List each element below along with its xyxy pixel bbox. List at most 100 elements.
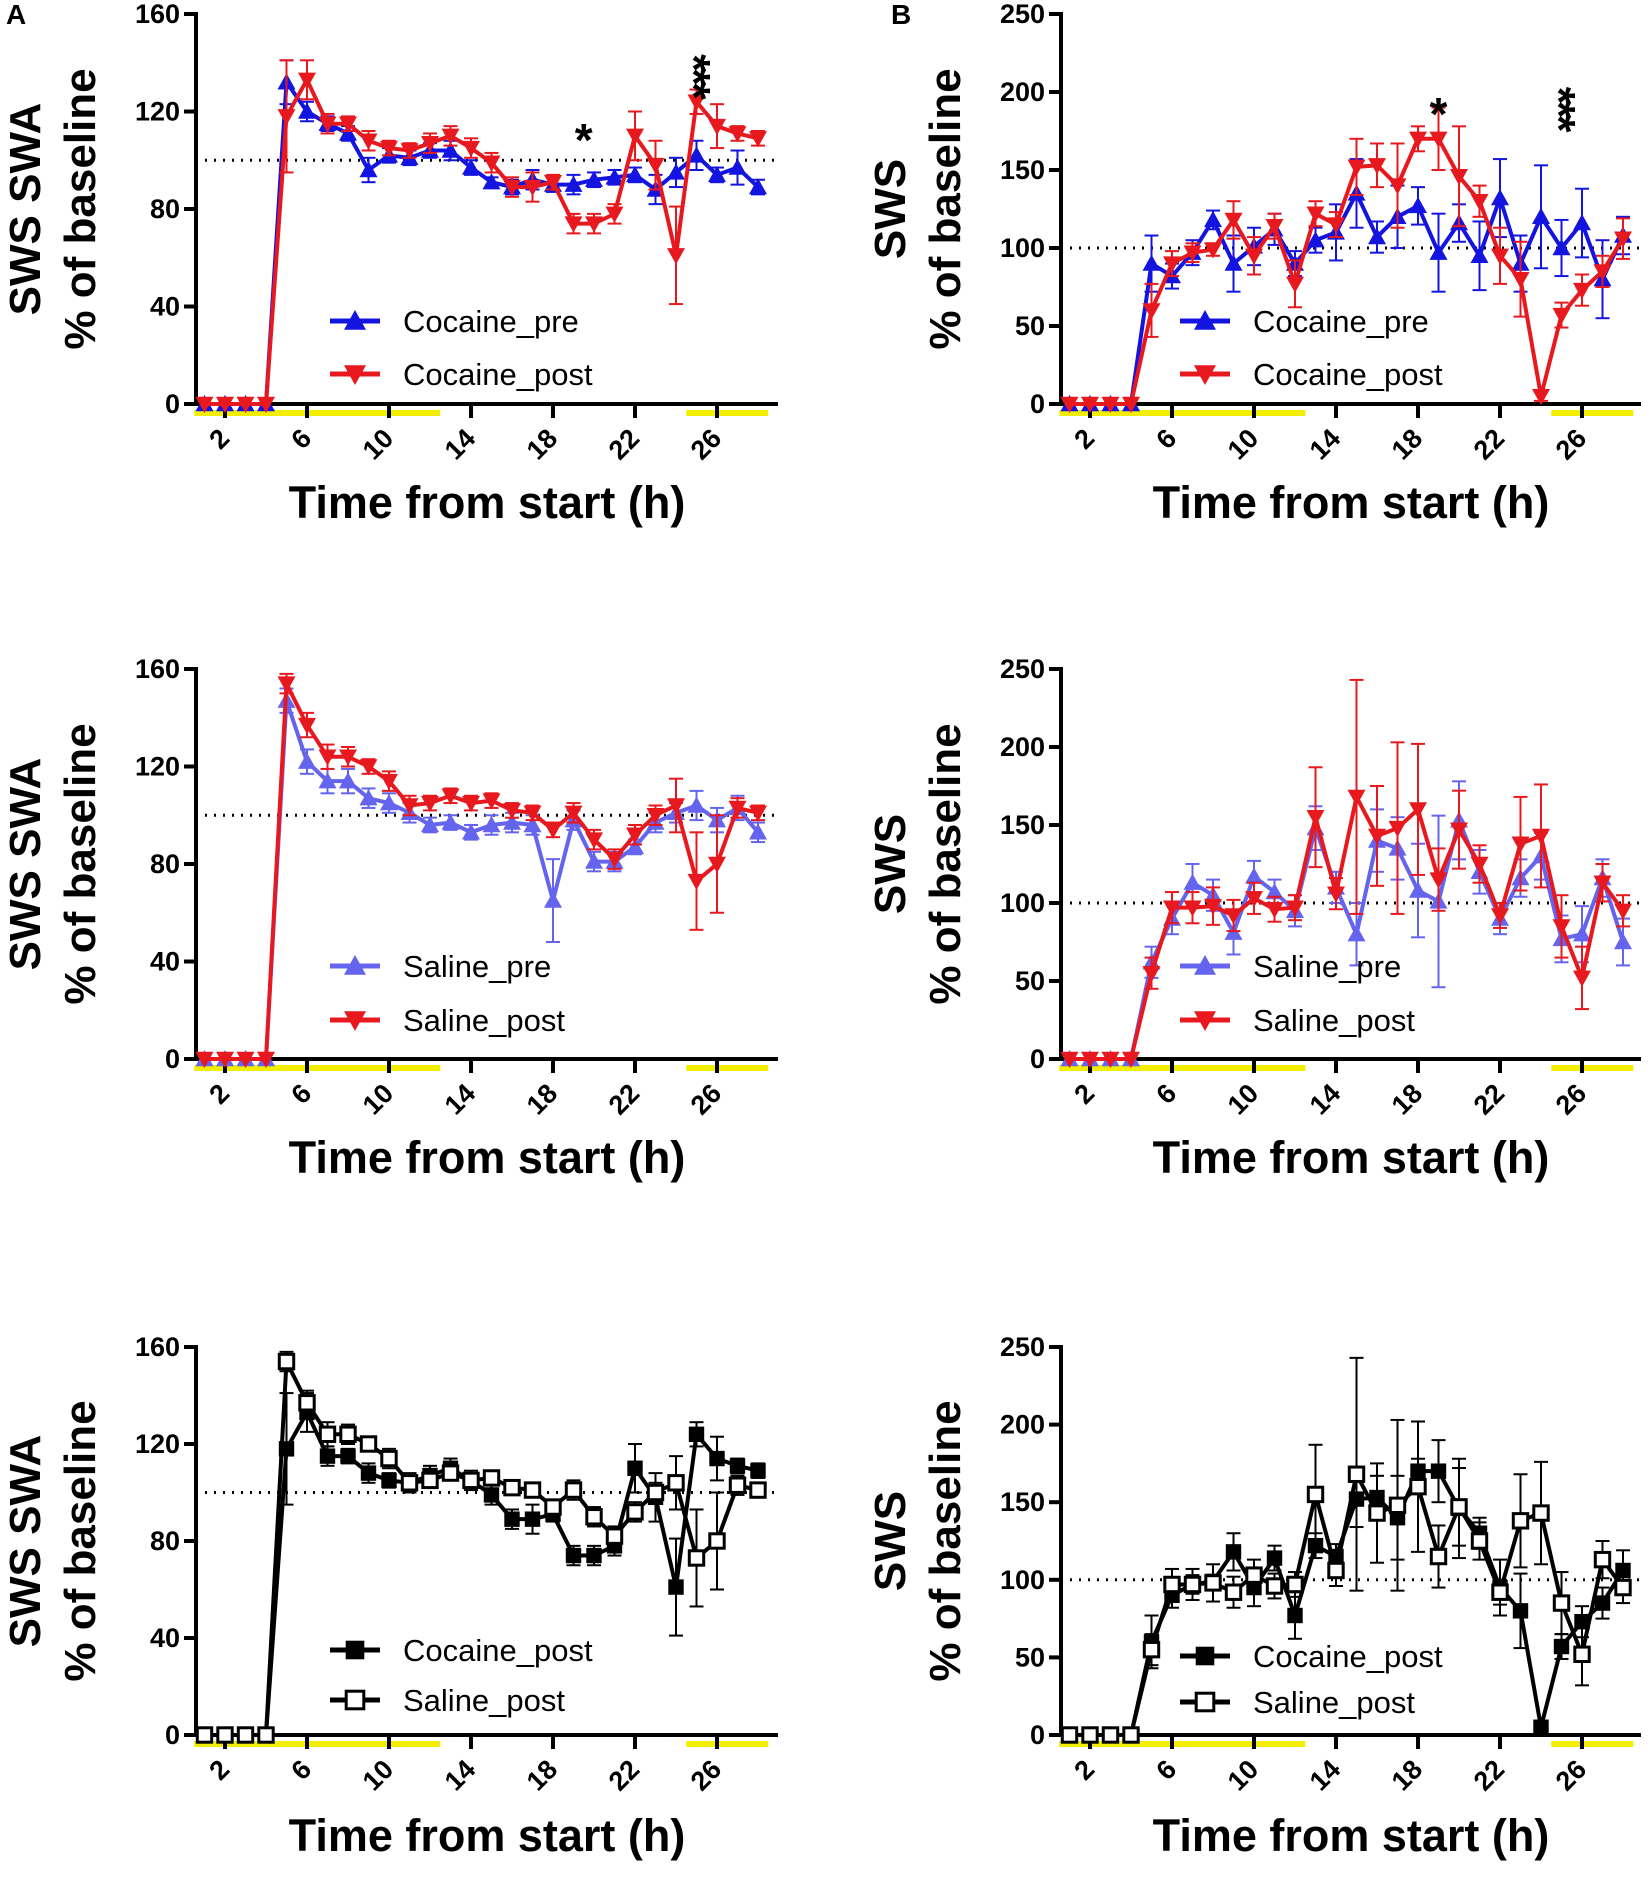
data-point xyxy=(1368,1504,1386,1522)
y-tick-label: 40 xyxy=(150,1623,180,1653)
data-point xyxy=(668,1579,684,1595)
x-tick-label: 6 xyxy=(1150,1754,1182,1786)
data-point xyxy=(1593,1550,1612,1569)
y-axis-title: SWS SWA xyxy=(1,1435,50,1648)
data-point xyxy=(421,1471,439,1490)
data-point xyxy=(688,1426,705,1442)
y-tick-label: 150 xyxy=(1000,155,1045,185)
x-tick-label: 14 xyxy=(1304,1078,1346,1120)
data-point xyxy=(709,1450,725,1467)
data-point xyxy=(277,676,296,693)
data-point xyxy=(1204,242,1222,259)
data-point xyxy=(421,135,439,153)
data-point xyxy=(1388,1496,1407,1515)
data-point xyxy=(708,856,726,873)
data-point xyxy=(749,131,767,148)
data-point xyxy=(687,873,706,891)
light-phase-bar xyxy=(686,1741,769,1747)
data-point xyxy=(1183,1575,1202,1594)
data-point xyxy=(1142,303,1161,320)
panel-letter: B xyxy=(891,0,911,30)
data-point xyxy=(1204,210,1222,228)
series-line xyxy=(204,675,759,1061)
data-point xyxy=(1511,836,1530,853)
data-point xyxy=(339,749,357,766)
data-point xyxy=(605,206,624,223)
data-point xyxy=(1553,1638,1570,1655)
data-point xyxy=(318,772,337,789)
series-line xyxy=(204,1408,759,1737)
x-tick-label: 10 xyxy=(1222,1078,1264,1120)
legend-marker-icon xyxy=(1194,1691,1216,1713)
data-point xyxy=(1470,856,1489,873)
data-point xyxy=(421,795,439,813)
y-tick-label: 50 xyxy=(1015,966,1045,996)
data-point xyxy=(1511,1512,1530,1530)
data-point xyxy=(729,1458,746,1474)
data-point xyxy=(1225,1544,1242,1560)
y-tick-label: 150 xyxy=(1000,810,1045,840)
legend-marker-icon xyxy=(344,955,366,975)
data-point xyxy=(687,94,706,111)
data-point xyxy=(1163,1575,1181,1594)
data-point xyxy=(1614,231,1632,248)
x-tick-label: 14 xyxy=(439,423,481,465)
data-point xyxy=(749,178,767,195)
x-tick-label: 22 xyxy=(603,423,645,465)
data-point xyxy=(298,102,316,119)
legend-marker-icon xyxy=(344,1689,366,1711)
data-point xyxy=(503,803,521,820)
data-point xyxy=(257,1051,275,1068)
light-phase-bar xyxy=(686,410,769,416)
data-point xyxy=(1430,1463,1447,1479)
data-point xyxy=(339,772,357,789)
data-point xyxy=(564,1481,583,1499)
y-axis-title: % of baseline xyxy=(921,723,970,1004)
data-point xyxy=(318,749,337,766)
y-axis-title: SWS SWA xyxy=(1,103,50,316)
data-point xyxy=(1286,276,1304,293)
legend-label: Saline_post xyxy=(1253,1685,1415,1720)
data-point xyxy=(564,175,583,192)
legend-marker-icon xyxy=(1194,310,1216,330)
data-point xyxy=(1573,970,1591,987)
data-point xyxy=(340,1448,356,1464)
data-point xyxy=(1409,802,1427,819)
y-tick-label: 80 xyxy=(150,849,180,879)
data-point xyxy=(504,1511,520,1527)
light-phase-bar xyxy=(1551,410,1634,416)
data-point xyxy=(1533,1719,1549,1735)
y-tick-label: 80 xyxy=(150,1526,180,1556)
data-point xyxy=(381,1472,397,1489)
data-point xyxy=(585,832,603,849)
data-point xyxy=(1573,1645,1591,1663)
data-point xyxy=(1265,1577,1284,1595)
data-point xyxy=(195,396,214,413)
x-tick-label: 14 xyxy=(1304,1754,1346,1796)
x-tick-label: 2 xyxy=(203,1754,235,1786)
data-point xyxy=(1101,396,1120,413)
data-point xyxy=(1265,902,1284,919)
data-point xyxy=(626,165,644,183)
data-point xyxy=(482,816,501,833)
legend-label: Cocaine_post xyxy=(403,1633,593,1668)
light-phase-bar xyxy=(194,410,441,416)
y-axis-title: SWS xyxy=(866,1491,915,1591)
data-point xyxy=(586,1547,602,1564)
data-point xyxy=(708,1532,726,1550)
data-point xyxy=(1245,248,1263,265)
data-point xyxy=(1266,1550,1283,1566)
legend-label: Saline_post xyxy=(1253,1003,1415,1038)
panel-letter: A xyxy=(6,0,26,30)
data-point xyxy=(503,813,521,830)
series-line xyxy=(1069,136,1625,406)
data-point xyxy=(441,141,460,158)
data-point xyxy=(359,789,378,806)
x-tick-label: 6 xyxy=(285,1754,317,1786)
data-point xyxy=(1491,248,1509,265)
light-phase-bar xyxy=(1059,410,1306,416)
light-phase-bar xyxy=(194,1065,441,1071)
x-tick-label: 22 xyxy=(1468,1754,1510,1796)
data-point xyxy=(1347,925,1366,942)
